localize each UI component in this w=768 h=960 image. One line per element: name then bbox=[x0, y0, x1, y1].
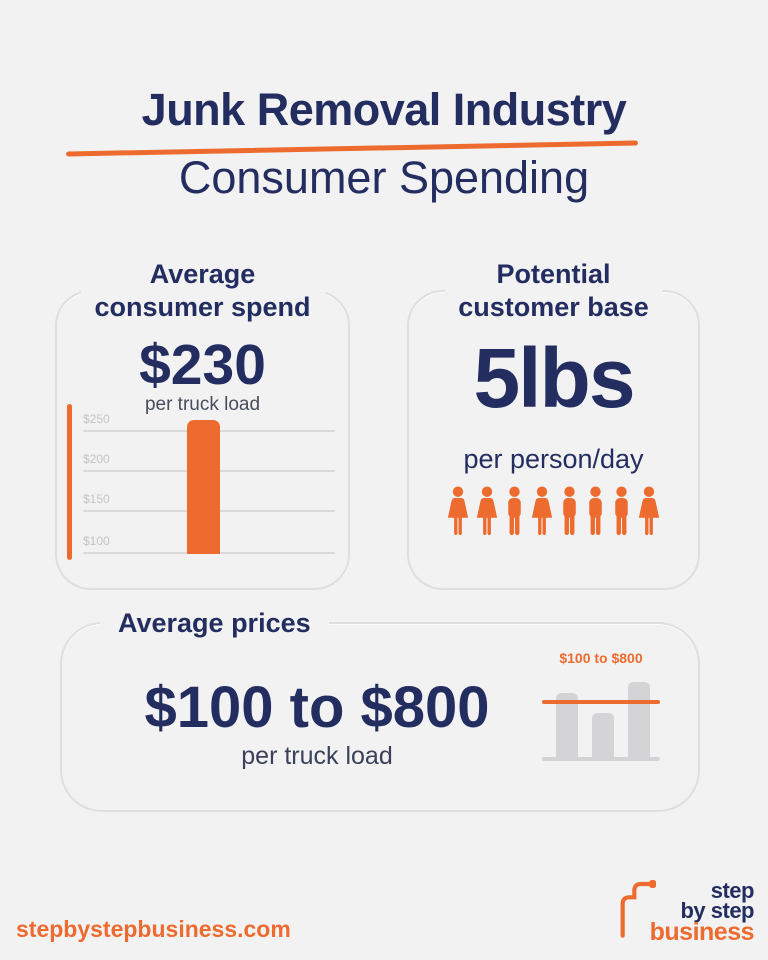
card-title-line2: consumer spend bbox=[94, 291, 311, 322]
card-title-line2: customer base bbox=[458, 291, 649, 322]
person-icon-man bbox=[559, 486, 580, 536]
person-icon-man bbox=[585, 486, 606, 536]
y-tick-label: $100 bbox=[83, 534, 110, 548]
person-icon-woman bbox=[637, 486, 661, 536]
card-title-line1: Potential bbox=[496, 259, 611, 289]
person-icon-woman bbox=[475, 486, 499, 536]
spend-unit: per truck load bbox=[144, 394, 261, 415]
card-average-prices: Average prices $100 to $800 per truck lo… bbox=[60, 607, 700, 812]
prices-value: $100 to $800 bbox=[144, 675, 490, 740]
chart-bar bbox=[628, 682, 650, 757]
person-icon-woman bbox=[446, 486, 470, 536]
logo-line2: by step bbox=[680, 897, 754, 923]
people-pictogram-row bbox=[409, 484, 698, 536]
y-tick-label: $250 bbox=[83, 412, 110, 426]
card-title: Average prices bbox=[100, 607, 329, 640]
chart-baseline bbox=[542, 757, 660, 761]
card-title-line1: Average bbox=[149, 259, 256, 289]
price-range-label: $100 to $800 bbox=[559, 650, 643, 666]
y-tick-label: $150 bbox=[83, 492, 110, 506]
person-icon-woman bbox=[530, 486, 554, 536]
step-by-step-business-logo: step by step business bbox=[616, 874, 755, 946]
price-range-line bbox=[542, 700, 660, 704]
logo-text: step by step business bbox=[649, 877, 755, 946]
spend-value: $230 bbox=[139, 333, 266, 397]
website-url: stepbystepbusiness.com bbox=[16, 916, 291, 942]
logo-line3: business bbox=[649, 918, 755, 946]
person-icon-man bbox=[611, 486, 632, 536]
y-tick-label: $200 bbox=[83, 452, 110, 466]
card-potential-customer-base: Potential customer base 5lbs per person/… bbox=[407, 258, 700, 590]
chart-bar bbox=[592, 713, 614, 757]
page-title: Junk Removal Industry bbox=[141, 84, 627, 135]
base-unit: per person/day bbox=[463, 444, 644, 474]
card-title: Potential customer base bbox=[444, 258, 663, 324]
chart-bar bbox=[556, 693, 578, 757]
logo-line1: step bbox=[710, 877, 755, 903]
chart-y-axis bbox=[67, 404, 72, 560]
price-range-chart: $100 to $800 bbox=[542, 650, 660, 785]
card-title: Average consumer spend bbox=[80, 258, 325, 324]
spend-bar bbox=[187, 420, 220, 554]
prices-unit: per truck load bbox=[241, 742, 393, 770]
base-value: 5lbs bbox=[473, 331, 635, 425]
page-subtitle: Consumer Spending bbox=[178, 152, 590, 203]
card-average-consumer-spend: Average consumer spend $230 per truck lo… bbox=[55, 258, 350, 590]
person-icon-man bbox=[504, 486, 525, 536]
logo-staircase-icon bbox=[620, 879, 656, 938]
header: Junk Removal Industry Consumer Spending bbox=[0, 84, 768, 204]
